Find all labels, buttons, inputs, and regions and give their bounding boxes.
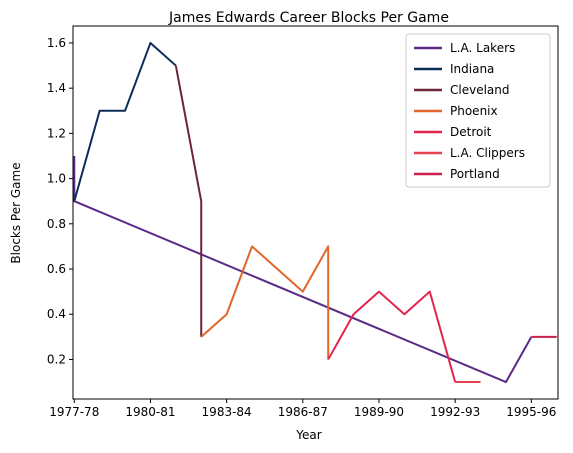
chart-title: James Edwards Career Blocks Per Game — [168, 10, 449, 26]
y-tick-label: 0.2 — [47, 352, 66, 366]
series-line-detroit — [327, 290, 457, 383]
series-line-l-a-lakers — [73, 155, 533, 384]
legend: L.A. Lakers Indiana Cleveland Phoenix Detroi… — [405, 33, 551, 188]
x-tick-label: 1986-87 — [278, 405, 328, 419]
x-axis: 1977-78 1980-81 1983-84 1986-87 1989-90 1992-… — [49, 399, 556, 419]
y-tick-label: 1.0 — [47, 172, 66, 186]
legend-label-phoenix: Phoenix — [450, 104, 498, 118]
x-axis-label: Year — [295, 428, 321, 442]
y-tick-label: 0.4 — [47, 307, 66, 321]
legend-label-portland: Portland — [450, 167, 500, 181]
x-tick-label: 1977-78 — [49, 405, 99, 419]
x-tick-label: 1989-90 — [354, 405, 404, 419]
series-line-phoenix — [200, 245, 330, 360]
legend-box — [405, 33, 551, 188]
legend-label-l-a-lakers: L.A. Lakers — [450, 41, 515, 55]
y-tick-label: 1.2 — [47, 126, 66, 140]
plot-lines — [73, 41, 557, 384]
legend-label-cleveland: Cleveland — [450, 83, 510, 97]
y-axis-label: Blocks Per Game — [9, 162, 23, 263]
y-tick-label: 1.4 — [47, 81, 66, 95]
plot-frame — [72, 25, 559, 400]
series-line-cleveland — [174, 65, 203, 337]
y-tick-label: 0.8 — [47, 217, 66, 231]
y-axis: 0.2 0.4 0.6 0.8 1.0 1.2 1.4 1.6 — [47, 36, 73, 366]
legend-label-detroit: Detroit — [450, 125, 492, 139]
series-line-indiana — [73, 41, 177, 202]
x-tick-label: 1980-81 — [125, 405, 175, 419]
x-tick-label: 1992-93 — [430, 405, 480, 419]
y-tick-label: 0.6 — [47, 262, 66, 276]
legend-label-indiana: Indiana — [450, 62, 494, 76]
x-tick-label: 1995-96 — [506, 405, 556, 419]
legend-label-l-a-clippers: L.A. Clippers — [450, 146, 525, 160]
x-tick-label: 1983-84 — [202, 405, 252, 419]
y-tick-label: 1.6 — [47, 36, 66, 50]
